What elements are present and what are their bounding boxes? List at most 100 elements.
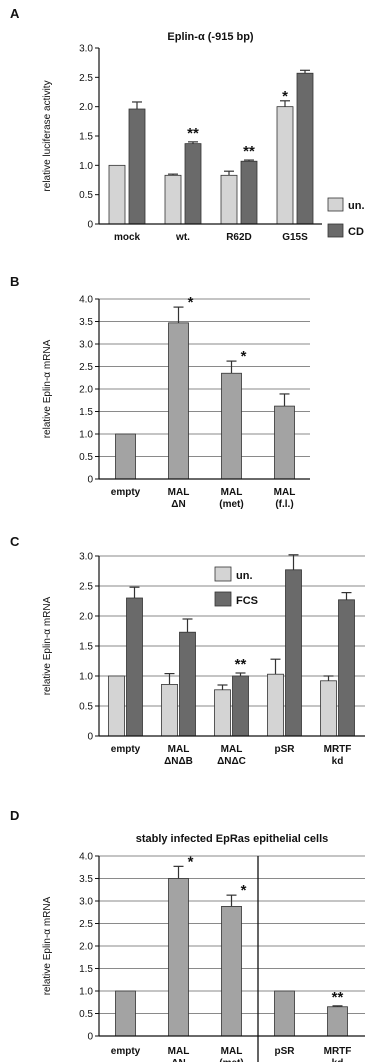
panel-c-ytick-label: 3.0 bbox=[79, 552, 93, 563]
panel-c-ytick-label: 2.0 bbox=[79, 612, 93, 623]
panel-c-letter: C bbox=[10, 534, 20, 549]
panel-c-category-label: ΔNΔB bbox=[164, 756, 193, 767]
panel-c-bar bbox=[338, 599, 355, 737]
panel-c-category-label: MAL bbox=[221, 744, 243, 755]
panel-d-bar bbox=[327, 1006, 348, 1037]
panel-b-category-label: empty bbox=[111, 487, 141, 498]
panel-a-title: Eplin-α (-915 bp) bbox=[167, 31, 254, 43]
panel-c-category-label: pSR bbox=[275, 744, 296, 755]
panel-d-significance-marker: ** bbox=[332, 989, 344, 1006]
panel-d-significance-marker: * bbox=[241, 882, 247, 899]
panel-b-bar bbox=[274, 405, 295, 480]
panel-c-legend-label: FCS bbox=[236, 595, 258, 607]
panel-d-letter: D bbox=[10, 808, 19, 823]
panel-a-ytick-label: 1.5 bbox=[79, 132, 93, 143]
panel-c-bar bbox=[161, 684, 178, 737]
panel-a-legend-label: un. bbox=[348, 200, 365, 212]
panel-d-ytick-label: 1.0 bbox=[79, 987, 93, 998]
panel-b-ytick-label: 3.0 bbox=[79, 340, 93, 351]
panel-b-category-label: MAL bbox=[274, 487, 296, 498]
panel-a-bar bbox=[164, 174, 182, 225]
panel-d-category-label: MRTF bbox=[324, 1046, 352, 1057]
panel-b-ytick-label: 3.5 bbox=[79, 317, 93, 328]
panel-a-bar bbox=[276, 106, 294, 225]
panel-c-bar bbox=[126, 597, 143, 737]
panel-c-legend-swatch bbox=[214, 591, 232, 607]
panel-c-bar bbox=[179, 631, 196, 737]
panel-a-bar bbox=[220, 174, 238, 225]
panel-a-letter: A bbox=[10, 6, 20, 21]
panel-b-ytick-label: 2.5 bbox=[79, 362, 93, 373]
panel-c-y-axis-label: relative Eplin-α mRNA bbox=[42, 596, 53, 695]
panel-c-ytick-label: 2.5 bbox=[79, 582, 93, 593]
panel-c-ytick-label: 0.5 bbox=[79, 702, 93, 713]
panel-c-ytick-label: 0 bbox=[87, 732, 93, 743]
panel-a-bar bbox=[184, 143, 202, 225]
panel-d-ytick-label: 4.0 bbox=[79, 852, 93, 863]
panel-d-title: stably infected EpRas epithelial cells bbox=[136, 833, 329, 845]
panel-d-ytick-label: 1.5 bbox=[79, 964, 93, 975]
panel-d-bar bbox=[221, 906, 242, 1037]
panel-c-category-label: empty bbox=[111, 744, 141, 755]
panel-b-ytick-label: 1.0 bbox=[79, 430, 93, 441]
panel-b-category-label: (met) bbox=[219, 499, 243, 510]
panel-a-category-label: mock bbox=[114, 232, 141, 243]
panel-c-bar bbox=[232, 675, 249, 737]
panel-d-y-axis-label: relative Eplin-α mRNA bbox=[42, 896, 53, 995]
panel-a-ytick-label: 2.0 bbox=[79, 102, 93, 113]
panel-a-significance-marker: ** bbox=[187, 125, 199, 142]
panel-d-category-label: empty bbox=[111, 1046, 141, 1057]
panel-b-ytick-label: 0.5 bbox=[79, 452, 93, 463]
panel-a-significance-marker: * bbox=[282, 88, 288, 105]
panel-b-category-label: MAL bbox=[221, 487, 243, 498]
panel-d-category-label: kd bbox=[332, 1058, 344, 1062]
panel-d-category-label: MAL bbox=[221, 1046, 243, 1057]
panel-c-category-label: MRTF bbox=[324, 744, 352, 755]
panel-d-ytick-label: 0 bbox=[87, 1032, 93, 1043]
panel-a-ytick-label: 1.0 bbox=[79, 161, 93, 172]
panel-d-category-label: (met) bbox=[219, 1058, 243, 1062]
panel-b-bar bbox=[168, 322, 189, 480]
panel-d-category-label: pSR bbox=[275, 1046, 296, 1057]
panel-a-ytick-label: 2.5 bbox=[79, 73, 93, 84]
panel-d-bar bbox=[115, 990, 136, 1037]
panel-a-bar bbox=[128, 108, 146, 225]
panel-c-category-label: ΔNΔC bbox=[217, 756, 246, 767]
panel-d-ytick-label: 3.0 bbox=[79, 897, 93, 908]
panel-b-ytick-label: 2.0 bbox=[79, 385, 93, 396]
panel-a-y-axis-label: relative luciferase activity bbox=[42, 80, 53, 191]
panel-b-significance-marker: * bbox=[188, 294, 194, 311]
panel-c-category-label: kd bbox=[332, 756, 344, 767]
panel-b-letter: B bbox=[10, 274, 19, 289]
panel-a-ytick-label: 0.5 bbox=[79, 190, 93, 201]
panel-a-legend-swatch bbox=[327, 223, 344, 238]
panel-d-bar bbox=[168, 878, 189, 1037]
panel-c-legend-swatch bbox=[214, 566, 232, 582]
panel-a-bar bbox=[108, 164, 126, 225]
panel-a-ytick-label: 3.0 bbox=[79, 44, 93, 55]
panel-a-bar bbox=[240, 160, 258, 225]
panel-a-category-label: wt. bbox=[175, 232, 190, 243]
panel-c-significance-marker: ** bbox=[235, 656, 247, 673]
panel-b-significance-marker: * bbox=[241, 348, 247, 365]
panel-c-bar bbox=[108, 675, 125, 737]
panel-b-ytick-label: 4.0 bbox=[79, 295, 93, 306]
panel-a-significance-marker: ** bbox=[243, 143, 255, 160]
panel-c-bar bbox=[320, 680, 337, 737]
panel-b-bar bbox=[115, 433, 136, 480]
panel-c-ytick-label: 1.0 bbox=[79, 672, 93, 683]
panel-d-bar bbox=[274, 990, 295, 1037]
panel-c-category-label: MAL bbox=[168, 744, 190, 755]
panel-d-category-label: MAL bbox=[168, 1046, 190, 1057]
panel-c-bar bbox=[214, 689, 231, 737]
panel-c-bar bbox=[267, 673, 284, 737]
panel-a-legend-swatch bbox=[327, 197, 344, 212]
panel-d-category-label: ΔN bbox=[171, 1058, 185, 1062]
panel-c-legend-label: un. bbox=[236, 570, 253, 582]
panel-a-ytick-label: 0 bbox=[87, 220, 93, 231]
panel-d-ytick-label: 3.5 bbox=[79, 874, 93, 885]
panel-a-category-label: G15S bbox=[282, 232, 308, 243]
panel-d-significance-marker: * bbox=[188, 853, 194, 870]
panel-d-ytick-label: 2.0 bbox=[79, 942, 93, 953]
